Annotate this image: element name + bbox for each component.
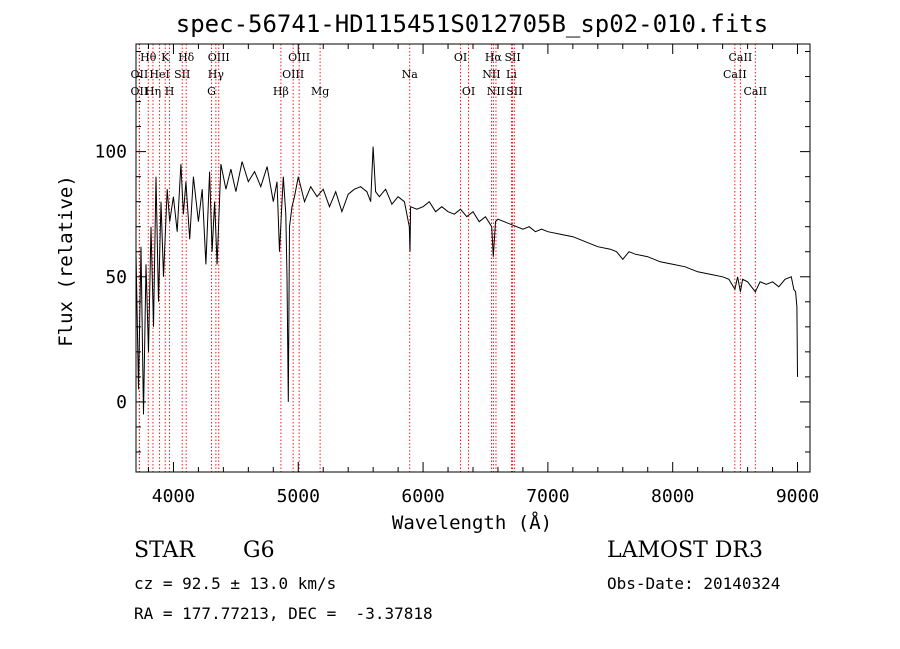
- spectral-line-label: HeI: [149, 68, 169, 81]
- spectral-line-label: Na: [402, 68, 419, 81]
- spectral-line-label: NII: [487, 85, 505, 98]
- y-axis-ticks: 0 50 100: [94, 51, 810, 453]
- x-tick-label: 9000: [776, 486, 819, 507]
- x-axis-ticks: 4000 5000 6000 7000 8000 9000: [147, 44, 819, 507]
- spectral-line-label: OII: [131, 85, 149, 98]
- x-tick-label: 5000: [277, 486, 320, 507]
- plot-frame: [135, 43, 811, 473]
- spectral-line-label: OI: [454, 51, 467, 64]
- star-subclass: G6: [243, 538, 275, 563]
- spectral-line-markers: [138, 44, 756, 472]
- spectral-line-label: OIII: [208, 51, 230, 64]
- star-class: STAR: [134, 538, 195, 563]
- spectral-line-label: K: [161, 51, 170, 64]
- spectral-line-label: OII: [131, 68, 149, 81]
- y-axis-label: Flux (relative): [55, 175, 77, 347]
- spectral-line-label: CaII: [743, 85, 767, 98]
- survey-name: LAMOST DR3: [607, 538, 763, 563]
- spectral-line-label: SII: [504, 51, 520, 64]
- spectral-line-label: Hγ: [208, 68, 225, 81]
- flux-series-line: [135, 146, 798, 415]
- x-axis-label: Wavelength (Å): [392, 511, 552, 534]
- sky-coordinates: RA = 177.77213, DEC = -3.37818: [134, 604, 433, 623]
- y-tick-label: 100: [94, 142, 127, 163]
- spectral-line-label: OIII: [282, 68, 304, 81]
- spectral-line-label: Hδ: [178, 51, 195, 64]
- observation-date: Obs-Date: 20140324: [607, 574, 781, 593]
- spectral-line-label: NII: [482, 68, 500, 81]
- spectral-line-label: CaII: [723, 68, 747, 81]
- spectral-line-label: Li: [506, 68, 517, 81]
- spectral-line-label: Hβ: [273, 85, 289, 98]
- spectral-line-label: CaII: [729, 51, 753, 64]
- spectral-line-label: SII: [506, 85, 522, 98]
- spectral-line-label: Mg: [311, 85, 329, 98]
- x-tick-label: 4000: [152, 486, 195, 507]
- spectral-line-label: Hη: [145, 85, 161, 98]
- chart-title: spec-56741-HD115451S012705B_sp02-010.fit…: [176, 10, 768, 38]
- x-tick-label: 6000: [401, 486, 444, 507]
- spectral-line-label: OI: [462, 85, 475, 98]
- spectral-line-label: Hθ: [140, 51, 157, 64]
- y-tick-label: 0: [116, 392, 127, 413]
- spectral-line-label: SII: [174, 68, 190, 81]
- redshift-readout: cz = 92.5 ± 13.0 km/s: [134, 574, 337, 593]
- spectral-line-label: Hα: [485, 51, 503, 64]
- spectral-line-label: H: [165, 85, 175, 98]
- spectral-line-label: G: [207, 85, 216, 98]
- x-tick-label: 8000: [651, 486, 694, 507]
- x-tick-label: 7000: [526, 486, 569, 507]
- spectral-line-label: OIII: [288, 51, 310, 64]
- y-tick-label: 50: [105, 267, 127, 288]
